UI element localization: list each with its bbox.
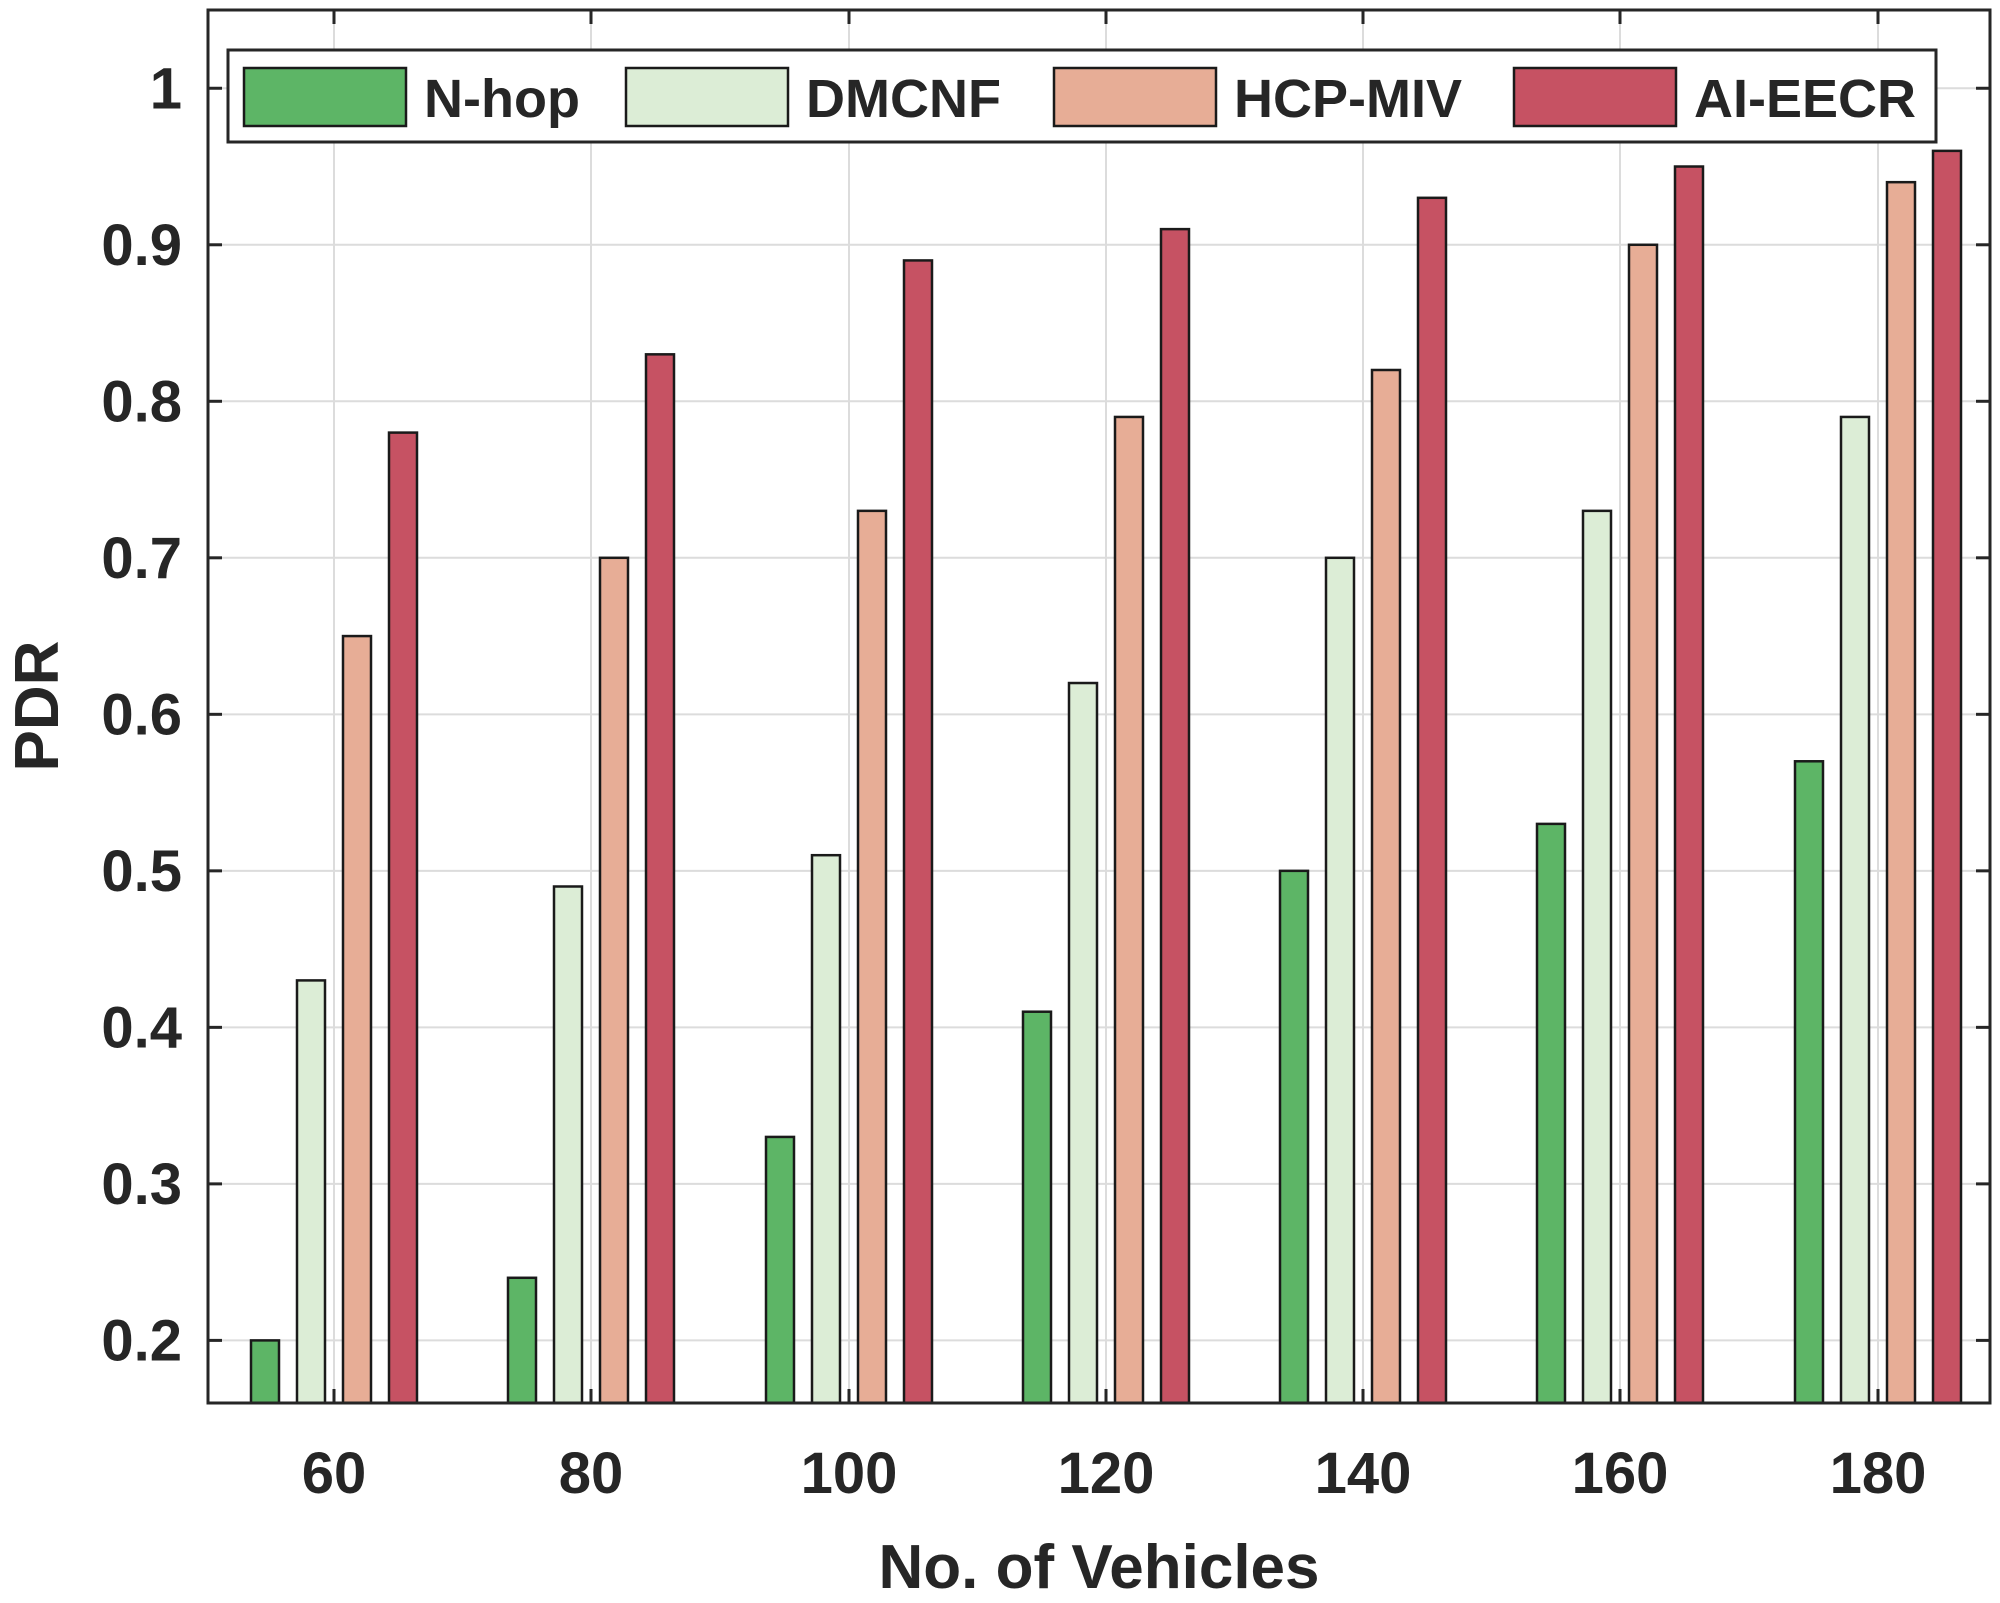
x-tick-label: 180 (1830, 1441, 1927, 1506)
bar-hcp-miv-160 (1627, 243, 1659, 1405)
bar-hcp-miv-100 (856, 509, 888, 1405)
y-tick-label: 0.9 (101, 213, 182, 278)
legend-swatch-ai-eecr (1512, 66, 1678, 128)
legend-swatch-hcp-miv (1052, 66, 1218, 128)
bar-n-hop-180 (1793, 760, 1825, 1405)
legend-label: N-hop (424, 69, 580, 129)
bar-hcp-miv-60 (341, 634, 373, 1405)
y-axis-title: PDR (3, 641, 72, 772)
legend-label: HCP-MIV (1234, 69, 1462, 129)
bar-dmcnf-140 (1324, 556, 1356, 1405)
bar-dmcnf-180 (1839, 415, 1871, 1405)
y-tick-label: 0.3 (101, 1152, 182, 1217)
bar-dmcnf-160 (1581, 509, 1613, 1405)
bar-hcp-miv-140 (1370, 368, 1402, 1405)
bar-dmcnf-100 (810, 853, 842, 1405)
y-tick-label: 0.2 (101, 1308, 182, 1373)
y-tick-label: 0.6 (101, 682, 182, 747)
y-tick-label: 0.5 (101, 839, 182, 904)
legend: N-hop DMCNF HCP-MIV AI-EECR (226, 48, 1938, 144)
bar-ai-eecr-160 (1673, 165, 1705, 1405)
bar-ai-eecr-80 (644, 353, 676, 1405)
bar-n-hop-160 (1535, 822, 1567, 1405)
bar-n-hop-80 (506, 1276, 538, 1405)
x-tick-label: 140 (1315, 1441, 1412, 1506)
bar-ai-eecr-180 (1931, 149, 1963, 1405)
legend-label: DMCNF (806, 69, 1001, 129)
legend-swatch-n-hop (242, 66, 408, 128)
plot-area-frame (206, 8, 1992, 1405)
legend-label: AI-EECR (1694, 69, 1916, 129)
x-tick-label: 80 (559, 1441, 624, 1506)
bar-n-hop-120 (1021, 1010, 1053, 1405)
bar-hcp-miv-80 (598, 556, 630, 1405)
x-axis-title: No. of Vehicles (878, 1533, 1319, 1598)
y-tick-label: 1 (150, 56, 182, 121)
bar-n-hop-140 (1278, 869, 1310, 1405)
bar-layer (249, 149, 1963, 1405)
bar-dmcnf-60 (295, 979, 327, 1405)
bar-dmcnf-120 (1067, 681, 1099, 1405)
y-tick-label: 0.4 (101, 995, 182, 1060)
tick-layer (208, 10, 1990, 1403)
bar-ai-eecr-100 (902, 259, 934, 1405)
bar-dmcnf-80 (552, 885, 584, 1405)
bar-n-hop-100 (764, 1135, 796, 1405)
x-tick-label: 120 (1058, 1441, 1155, 1506)
x-tick-label: 160 (1572, 1441, 1669, 1506)
bar-hcp-miv-180 (1885, 180, 1917, 1405)
bar-ai-eecr-120 (1159, 227, 1191, 1405)
y-tick-label: 0.7 (101, 526, 182, 591)
bar-ai-eecr-60 (387, 431, 419, 1405)
grid-layer (208, 10, 1990, 1403)
bar-hcp-miv-120 (1113, 415, 1145, 1405)
bar-n-hop-60 (249, 1339, 281, 1405)
x-tick-label: 100 (801, 1441, 898, 1506)
y-tick-label: 0.8 (101, 369, 182, 434)
legend-swatch-dmcnf (624, 66, 790, 128)
bar-ai-eecr-140 (1416, 196, 1448, 1405)
x-tick-label: 60 (302, 1441, 367, 1506)
